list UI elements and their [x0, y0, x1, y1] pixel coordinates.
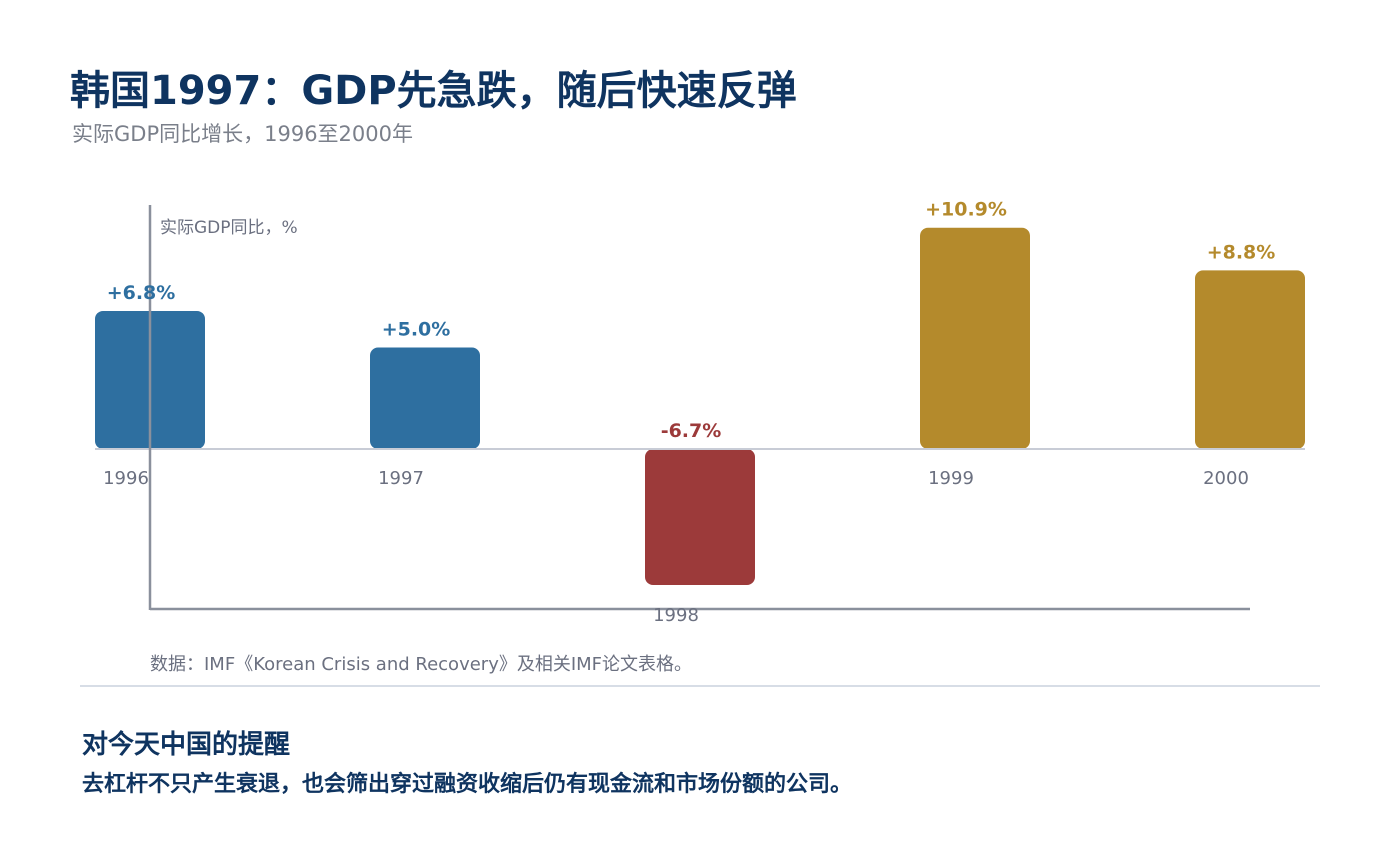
- bar-1997: [370, 347, 480, 449]
- x-tick-label-1998: 1998: [653, 605, 699, 626]
- bar-1999: [920, 227, 1030, 449]
- x-tick-label-1997: 1997: [378, 468, 424, 489]
- data-label-2000: +8.8%: [1207, 241, 1276, 263]
- insight-heading: 对今天中国的提醒: [82, 730, 291, 760]
- data-label-1996: +6.8%: [107, 282, 176, 304]
- bar-1998: [645, 449, 755, 586]
- page-subtitle: 实际GDP同比增长，1996至2000年: [72, 122, 413, 146]
- x-tick-label-1996: 1996: [103, 468, 149, 489]
- labels-layer: +6.8% 1996 +5.0% 1997 -6.7% 1998 +10.9% 1999 +8.…: [103, 199, 1275, 626]
- gdp-bar-chart: 实际GDP同比，% +6.8% 1996 +5.0% 1997 -6.7% 1998 +10…: [95, 199, 1305, 626]
- data-label-1997: +5.0%: [382, 319, 451, 341]
- x-tick-label-2000: 2000: [1203, 468, 1249, 489]
- insight-text: 去杠杆不只产生衰退，也会筛出穿过融资收缩后仍有现金流和市场份额的公司。: [82, 772, 853, 797]
- page-title: 韩国1997：GDP先急跌，随后快速反弹: [70, 68, 797, 114]
- y-axis-label: 实际GDP同比，%: [160, 218, 298, 238]
- bar-2000: [1195, 270, 1305, 449]
- x-tick-label-1999: 1999: [928, 468, 974, 489]
- bars-layer: [95, 227, 1305, 586]
- source-note: 数据：IMF《Korean Crisis and Recovery》及相关IMF…: [150, 654, 693, 675]
- data-label-1999: +10.9%: [925, 199, 1007, 221]
- data-label-1998: -6.7%: [661, 420, 722, 442]
- divider: [80, 685, 1320, 687]
